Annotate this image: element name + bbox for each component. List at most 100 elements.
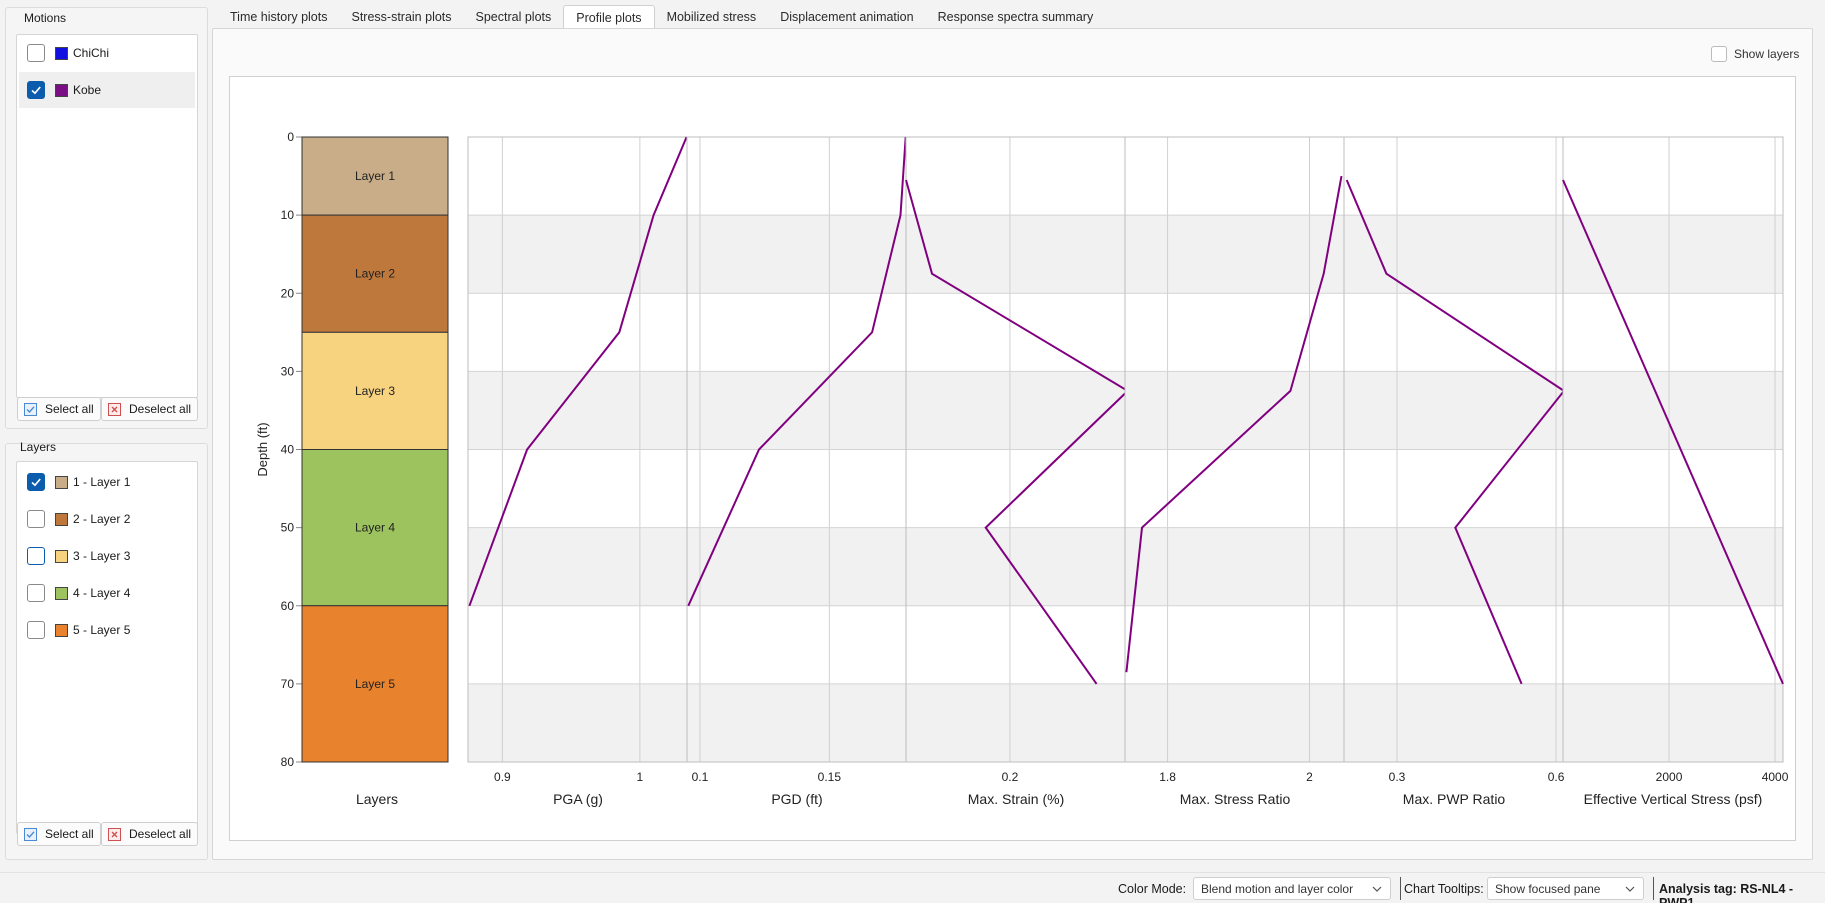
layer-item-4[interactable]: 4 - Layer 4 — [19, 575, 195, 611]
depth-band — [1125, 215, 1345, 294]
tab-spectral-plots[interactable]: Spectral plots — [475, 10, 552, 24]
panel-axis-label: Max. Stress Ratio — [1180, 791, 1291, 807]
depth-band — [468, 371, 688, 450]
layer-item-1[interactable]: 1 - Layer 1 — [19, 464, 195, 500]
depth-band — [1125, 137, 1345, 216]
depth-tick-label: 80 — [281, 755, 295, 769]
deselect-all-label: Deselect all — [129, 402, 192, 416]
x-tick-label: 1 — [637, 770, 644, 784]
x-tick-label: 0.3 — [1389, 770, 1406, 784]
depth-band — [906, 605, 1126, 684]
tab-stress-strain-plots[interactable]: Stress-strain plots — [351, 10, 452, 24]
depth-band — [1125, 449, 1345, 528]
chart-tooltips-select[interactable]: Show focused pane — [1487, 877, 1644, 900]
select-all-label: Select all — [45, 827, 94, 841]
tab-profile-plots[interactable]: Profile plots — [563, 5, 655, 29]
layer-color-swatch — [55, 475, 68, 489]
motions-select-all-button[interactable]: Select all — [17, 397, 101, 421]
depth-band — [687, 683, 907, 762]
status-separator — [1653, 877, 1654, 900]
depth-band — [687, 449, 907, 528]
motions-panel: Motions ChiChi Kobe Select all Deselect … — [5, 7, 208, 429]
tab-mobilized-stress[interactable]: Mobilized stress — [666, 10, 757, 24]
profile-chart-svg: 0 10 20 30 40 50 60 70 80 Depth (ft) Layer 1 Layer … — [255, 130, 1789, 807]
soil-layer — [301, 605, 449, 763]
soil-layer — [301, 136, 449, 216]
depth-band — [1125, 683, 1345, 762]
depth-band — [1344, 215, 1564, 294]
layers-axis-label: Layers — [356, 791, 398, 807]
motion-color-swatch — [55, 83, 68, 97]
depth-band — [1563, 293, 1783, 372]
tab-displacement-animation[interactable]: Displacement animation — [780, 10, 914, 24]
motion-checkbox-chichi[interactable] — [27, 44, 45, 62]
motions-list[interactable]: ChiChi Kobe — [16, 34, 198, 398]
checkmark-icon — [31, 478, 41, 487]
motions-deselect-all-button[interactable]: Deselect all — [101, 397, 199, 421]
depth-band — [906, 527, 1126, 606]
layer-item-5[interactable]: 5 - Layer 5 — [19, 612, 195, 648]
depth-band — [468, 215, 688, 294]
depth-band — [906, 371, 1126, 450]
motion-item-kobe[interactable]: Kobe — [19, 72, 195, 108]
x-tick-label: 0.1 — [692, 770, 709, 784]
layer-color-swatch — [55, 586, 68, 600]
depth-tick-label: 20 — [281, 286, 295, 300]
motion-color-swatch — [55, 46, 68, 60]
profile-chart[interactable]: 0 10 20 30 40 50 60 70 80 Depth (ft) Layer 1 Layer … — [229, 76, 1796, 841]
depth-band — [687, 137, 907, 216]
chevron-down-icon — [1372, 886, 1382, 892]
depth-band — [468, 683, 688, 762]
depth-band — [468, 137, 688, 216]
deselect-all-icon — [108, 827, 121, 841]
layers-select-all-button[interactable]: Select all — [17, 822, 101, 846]
depth-band — [468, 449, 688, 528]
depth-band — [906, 215, 1126, 294]
depth-tick-label: 60 — [281, 599, 295, 613]
layer-item-3[interactable]: 3 - Layer 3 — [19, 538, 195, 574]
soil-layer — [301, 214, 449, 333]
select-all-icon — [24, 402, 37, 416]
show-layers-toggle[interactable]: Show layers — [1711, 46, 1799, 62]
profile-series-line — [468, 136, 688, 607]
chart-tooltips-label: Chart Tooltips: — [1404, 882, 1484, 896]
depth-band — [1344, 137, 1564, 216]
soil-layer-label: Layer 2 — [355, 267, 395, 281]
soil-layer-label: Layer 3 — [355, 384, 395, 398]
layer-color-swatch — [55, 623, 68, 637]
motion-item-chichi[interactable]: ChiChi — [19, 35, 195, 71]
panel-axis-label: PGA (g) — [553, 791, 603, 807]
show-layers-checkbox[interactable] — [1711, 46, 1727, 62]
depth-band — [906, 683, 1126, 762]
motion-checkbox-kobe[interactable] — [27, 81, 45, 99]
layers-list[interactable]: 1 - Layer 1 2 - Layer 2 3 - Layer 3 4 - … — [16, 461, 198, 834]
depth-band — [1563, 137, 1783, 216]
depth-band — [687, 293, 907, 372]
layers-deselect-all-button[interactable]: Deselect all — [101, 822, 199, 846]
depth-band — [1125, 605, 1345, 684]
layer-checkbox-5[interactable] — [27, 621, 45, 639]
show-layers-label: Show layers — [1734, 47, 1800, 61]
color-mode-select[interactable]: Blend motion and layer color — [1193, 877, 1391, 900]
tab-response-spectra-summary[interactable]: Response spectra summary — [937, 10, 1094, 24]
layer-checkbox-4[interactable] — [27, 584, 45, 602]
panel-frame — [1562, 136, 1784, 763]
status-bar: Color Mode: Blend motion and layer color… — [0, 872, 1825, 903]
depth-band — [1563, 527, 1783, 606]
layer-checkbox-3[interactable] — [27, 547, 45, 565]
tab-time-history-plots[interactable]: Time history plots — [230, 10, 328, 24]
panel-axis-label: Max. Strain (%) — [968, 791, 1064, 807]
depth-band — [906, 449, 1126, 528]
depth-band — [687, 605, 907, 684]
layer-label: 1 - Layer 1 — [73, 475, 131, 489]
select-all-label: Select all — [45, 402, 94, 416]
x-tick-label: 2000 — [1656, 770, 1683, 784]
layer-label: 4 - Layer 4 — [73, 586, 131, 600]
layer-item-2[interactable]: 2 - Layer 2 — [19, 501, 195, 537]
layer-checkbox-2[interactable] — [27, 510, 45, 528]
depth-band — [906, 293, 1126, 372]
layer-checkbox-1[interactable] — [27, 473, 45, 491]
status-separator — [1400, 877, 1401, 900]
layer-label: 5 - Layer 5 — [73, 623, 131, 637]
